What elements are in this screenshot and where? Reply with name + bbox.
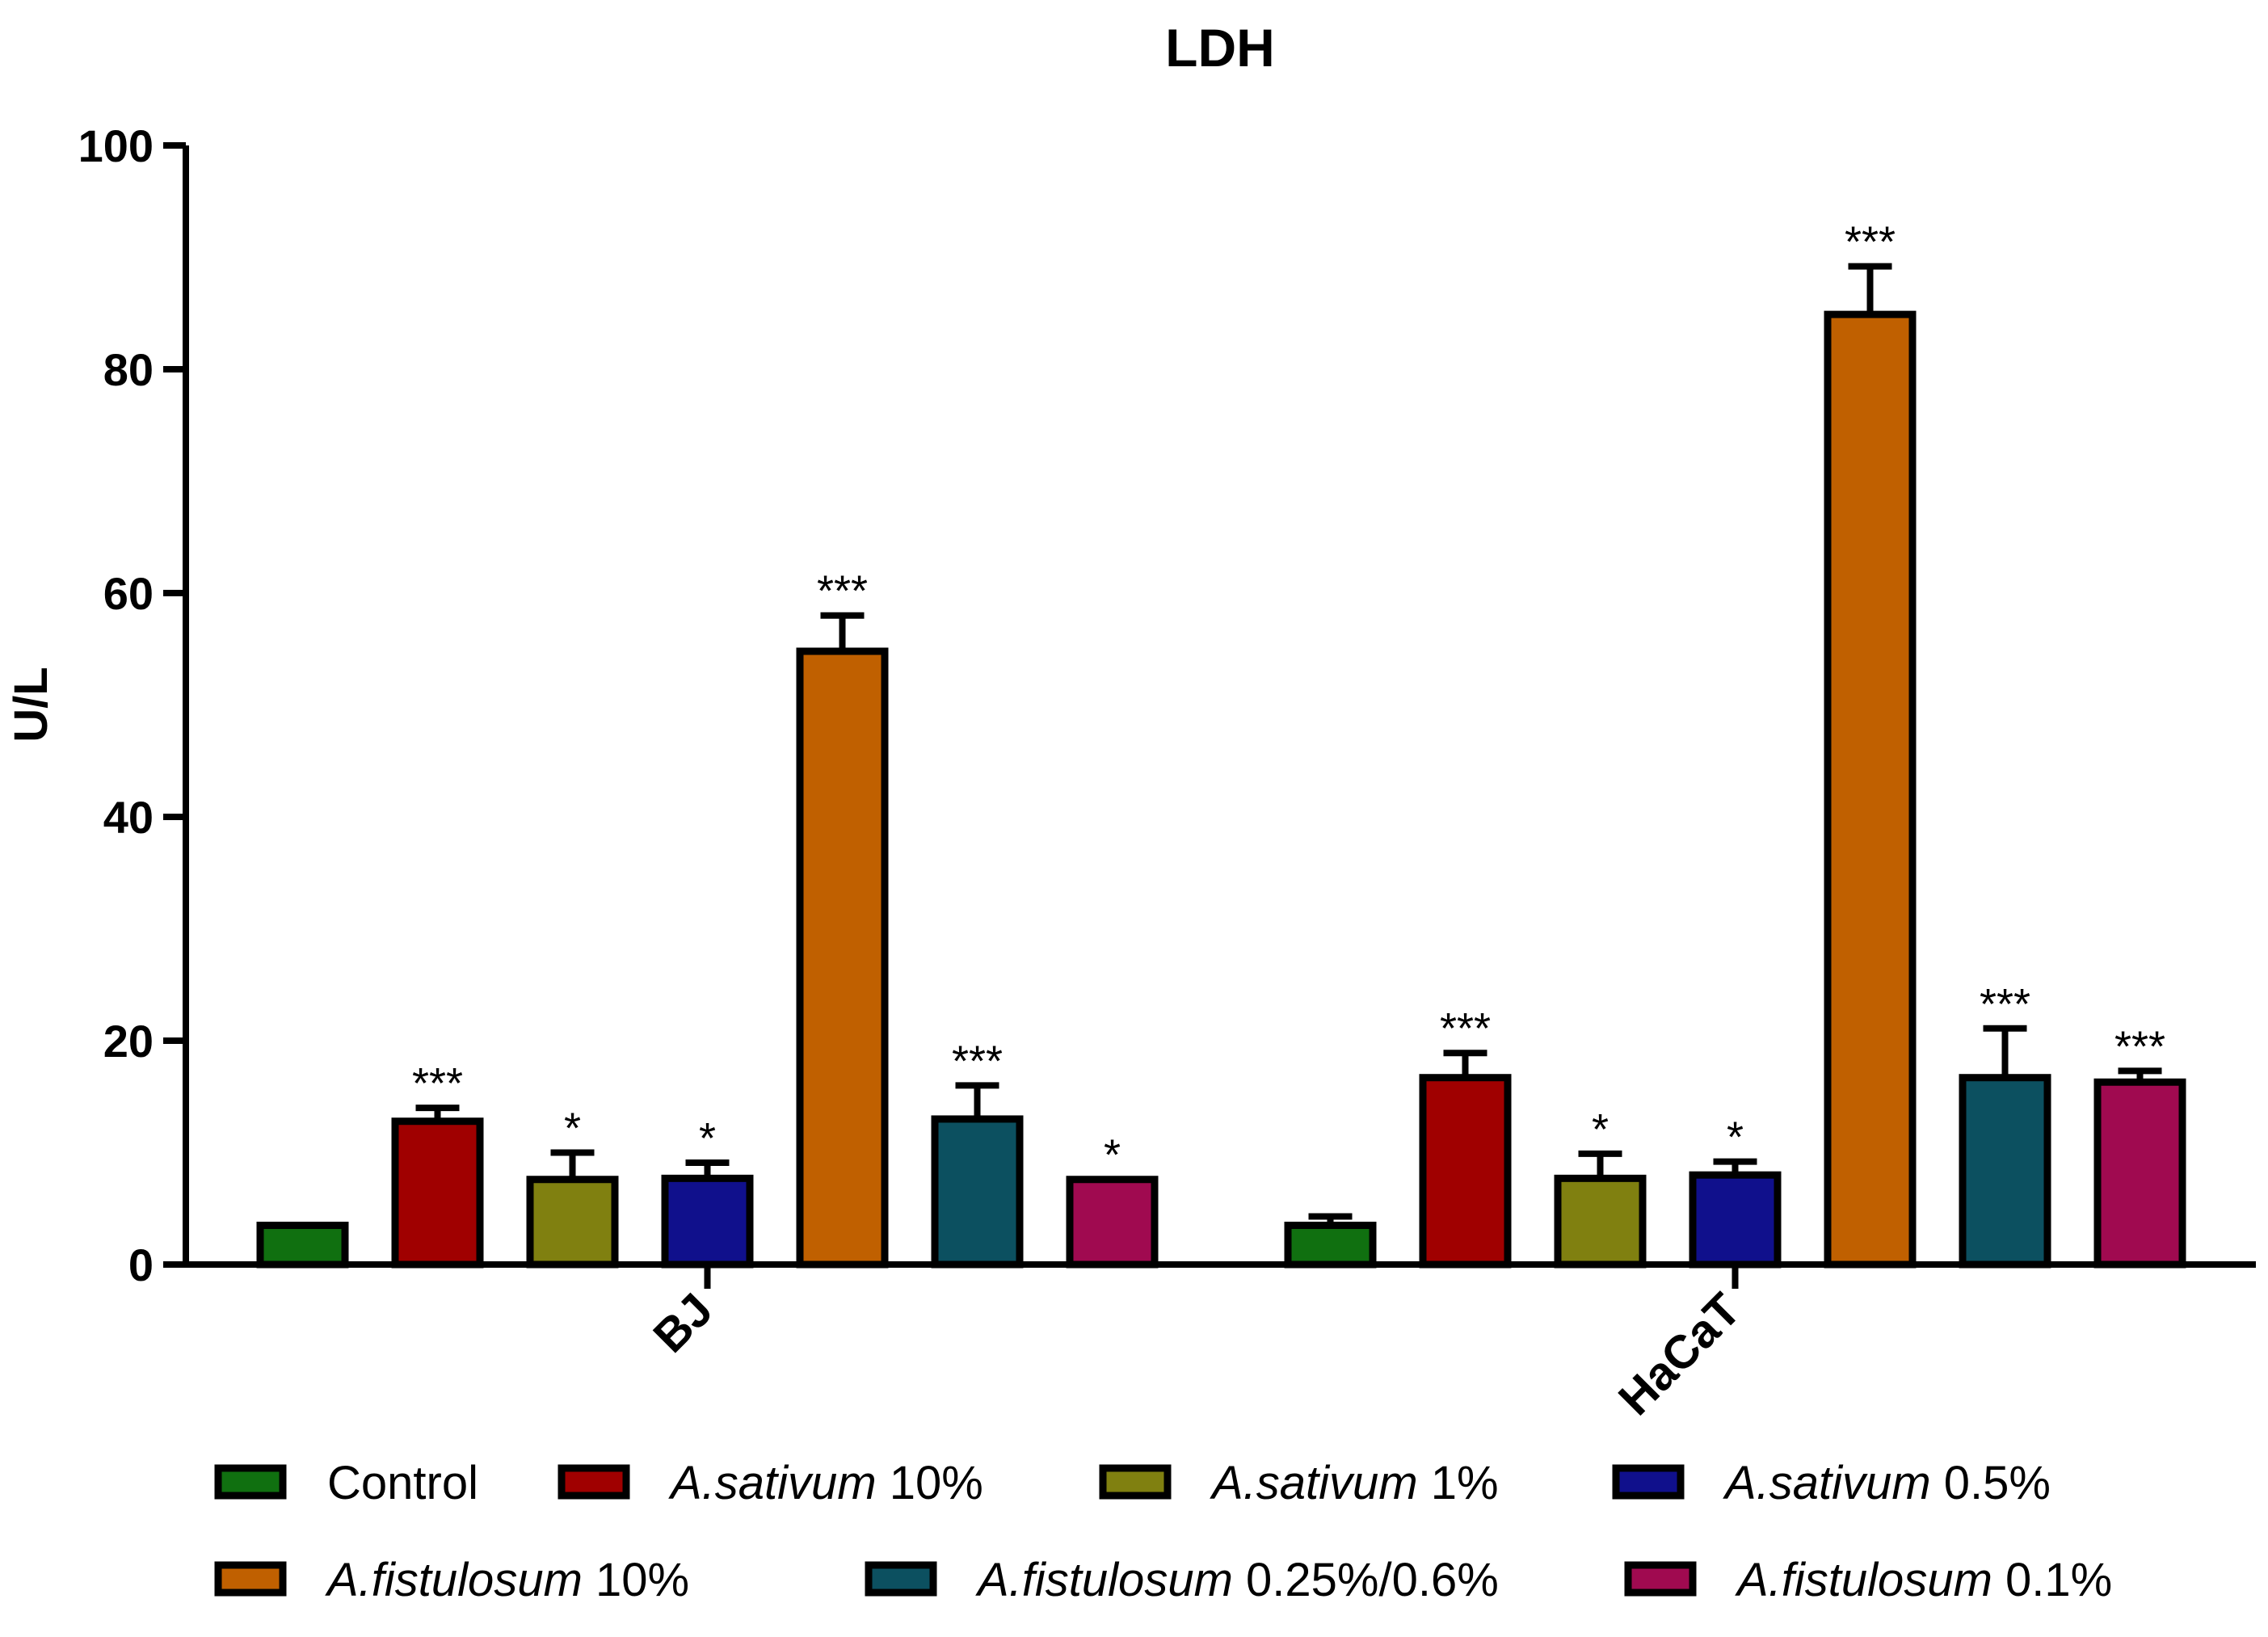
- legend-item: A.fistulosum 10%: [214, 1554, 689, 1606]
- legend-swatch: [214, 1561, 287, 1597]
- y-tick-label: 40: [103, 792, 154, 843]
- bar: [1554, 1174, 1647, 1269]
- bar: [661, 1174, 754, 1269]
- legend-label: A.fistulosum 10%: [325, 1554, 689, 1606]
- significance-label: ***: [412, 1059, 463, 1108]
- bar: [2093, 1078, 2186, 1269]
- y-tick-label: 100: [78, 120, 154, 171]
- legend-swatch: [865, 1561, 937, 1597]
- legend-label: A.sativum 1%: [1210, 1457, 1499, 1509]
- x-category-label: HaCaT: [1609, 1283, 1751, 1425]
- legend-label-concentration: 1%: [1418, 1457, 1499, 1509]
- legend-item: A.sativum 0.5%: [1612, 1457, 2051, 1509]
- legend: Control A.sativum 10% A.sativum 1% A.sativu…: [214, 1457, 2112, 1606]
- significance-label: ***: [817, 567, 868, 616]
- legend-label-species: A.fistulosum: [325, 1554, 583, 1606]
- legend-label-concentration: 0.5%: [1931, 1457, 2051, 1509]
- significance-label: *: [699, 1114, 716, 1163]
- y-tick-label: 60: [103, 568, 154, 619]
- x-category-label: BJ: [643, 1283, 722, 1362]
- legend-label: A.sativum 0.5%: [1723, 1457, 2051, 1509]
- bars: **** ************ **********: [256, 218, 2186, 1269]
- legend-label-species: A.sativum: [1723, 1457, 1931, 1509]
- chart-title: LDH: [1165, 18, 1275, 78]
- significance-label: ***: [2114, 1022, 2165, 1071]
- bar: [1419, 1074, 1512, 1269]
- legend-item: A.fistulosum 0.1%: [1624, 1554, 2112, 1606]
- bar: [796, 647, 889, 1269]
- significance-label: *: [1104, 1131, 1121, 1180]
- legend-label-concentration: 0.1%: [1992, 1554, 2112, 1606]
- legend-label-species: A.fistulosum: [1735, 1554, 1992, 1606]
- significance-label: ***: [1845, 218, 1896, 267]
- bar: [1284, 1222, 1377, 1269]
- significance-label: *: [1592, 1105, 1609, 1154]
- y-tick-label: 0: [128, 1239, 154, 1290]
- legend-label-concentration: 0.25%/0.6%: [1233, 1554, 1499, 1606]
- legend-label: A.fistulosum 0.25%/0.6%: [975, 1554, 1499, 1606]
- legend-swatch: [1612, 1464, 1685, 1500]
- legend-label: A.fistulosum 0.1%: [1735, 1554, 2112, 1606]
- legend-swatch: [214, 1464, 287, 1500]
- bar: [1959, 1074, 2051, 1269]
- y-tick-label: 80: [103, 344, 154, 395]
- legend-swatch: [1624, 1561, 1697, 1597]
- legend-item: Control: [214, 1457, 478, 1509]
- legend-label-concentration: 10%: [583, 1554, 689, 1606]
- legend-label-species: A.sativum: [668, 1457, 877, 1509]
- bar: [256, 1222, 349, 1269]
- significance-label: *: [564, 1105, 581, 1153]
- legend-item: A.fistulosum 0.25%/0.6%: [865, 1554, 1499, 1606]
- bar: [391, 1117, 484, 1269]
- y-axis-label: U/L: [5, 667, 57, 742]
- significance-label: ***: [1980, 980, 2030, 1029]
- bar: [526, 1176, 619, 1269]
- legend-label: A.sativum 10%: [668, 1457, 983, 1509]
- legend-item: A.sativum 1%: [1099, 1457, 1499, 1509]
- legend-swatch: [1099, 1464, 1172, 1500]
- bar: [931, 1115, 1024, 1269]
- legend-label-species: A.sativum: [1210, 1457, 1418, 1509]
- legend-item: A.sativum 10%: [558, 1457, 983, 1509]
- bar: [1689, 1171, 1782, 1269]
- legend-label-species: A.fistulosum: [975, 1554, 1233, 1606]
- legend-label: Control: [327, 1457, 478, 1509]
- significance-label: ***: [952, 1037, 1003, 1085]
- legend-label-concentration: 10%: [877, 1457, 983, 1509]
- significance-label: *: [1727, 1113, 1744, 1162]
- bar: [1824, 310, 1917, 1269]
- bar: [1066, 1176, 1159, 1269]
- significance-label: ***: [1440, 1004, 1491, 1053]
- y-tick-label: 20: [103, 1016, 154, 1067]
- legend-swatch: [558, 1464, 630, 1500]
